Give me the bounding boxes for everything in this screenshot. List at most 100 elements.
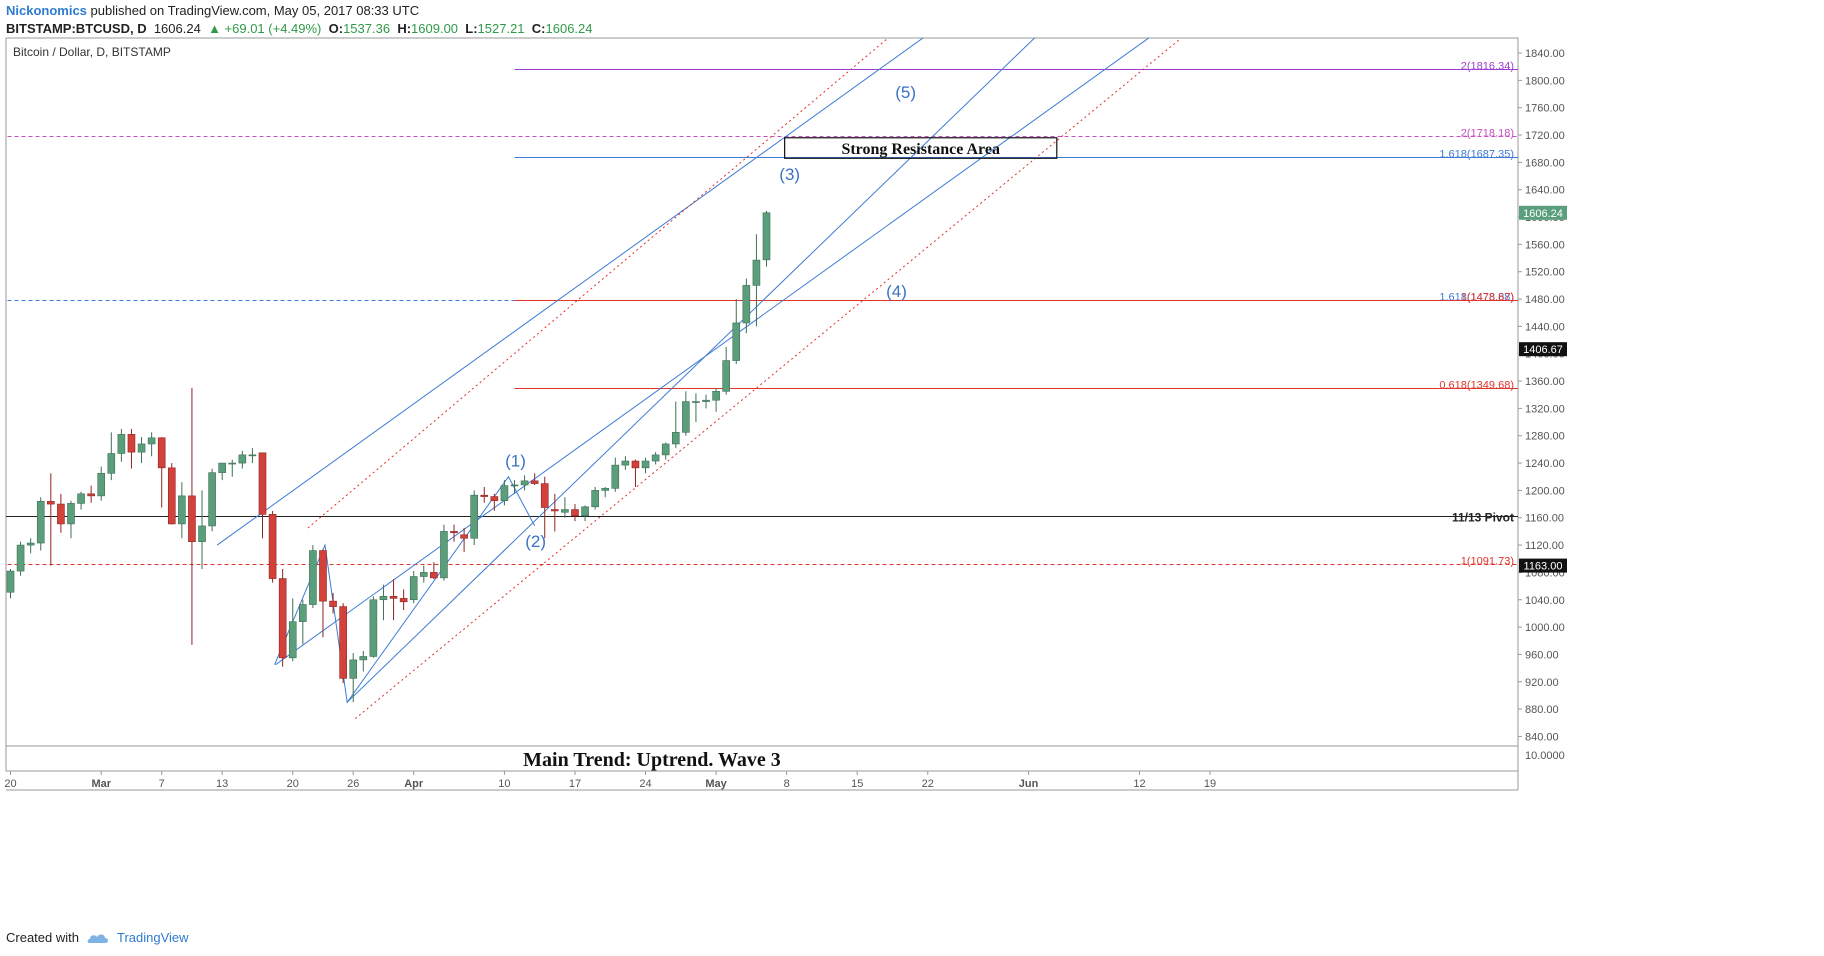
candle-up xyxy=(77,493,85,504)
ohlc-legend: BITSTAMP:BTCUSD, D 1606.24 ▲ +69.01 (+4.… xyxy=(6,21,593,36)
x-tick-label: 20 xyxy=(287,778,299,790)
candle-down xyxy=(57,503,65,525)
candle-up xyxy=(117,434,126,454)
candle-down xyxy=(480,494,489,497)
candle-up xyxy=(137,443,146,453)
y-tick-label: 960.00 xyxy=(1525,649,1559,661)
candle-up xyxy=(621,460,630,466)
candle-down xyxy=(571,509,579,516)
price-marker-box xyxy=(1519,558,1567,573)
candle-up xyxy=(762,212,771,261)
candle-up xyxy=(6,570,15,593)
level-label: 11/13 Pivot xyxy=(1452,511,1514,525)
candle-down xyxy=(631,460,640,469)
level-label: 1(1091.73) xyxy=(1461,556,1514,568)
y-tick-label: 1360.00 xyxy=(1525,376,1565,388)
candle-down xyxy=(399,598,408,603)
candle-up xyxy=(561,509,569,513)
symbol-label: BITSTAMP:BTCUSD, D xyxy=(6,21,147,36)
level-label: 1.618(1687.35) xyxy=(1439,149,1514,161)
candle-down xyxy=(329,600,337,607)
current-price-label: 1606.24 xyxy=(1523,208,1563,220)
candle-down xyxy=(389,596,398,599)
level-label: 1(1478.67) xyxy=(1461,292,1514,304)
y-tick-label: 1200.00 xyxy=(1525,485,1565,497)
candle-up xyxy=(611,464,620,489)
candle-up xyxy=(369,599,378,657)
close-label: C: xyxy=(531,21,546,36)
wave-label: (2) xyxy=(525,532,546,551)
candle-up xyxy=(742,285,751,324)
plot-frame xyxy=(5,37,1519,747)
candle-up xyxy=(299,604,307,622)
x-tick-label: 22 xyxy=(922,778,934,790)
candle-up xyxy=(379,596,388,601)
wave-connector xyxy=(274,475,536,704)
y-tick-label: 880.00 xyxy=(1525,704,1559,716)
low-value: 1527.21 xyxy=(477,21,525,36)
candle-up xyxy=(500,485,509,501)
candle-down xyxy=(188,495,196,542)
resistance-area-box xyxy=(784,137,1058,159)
candle-up xyxy=(26,542,35,546)
tradingview-link[interactable]: TradingView xyxy=(116,930,189,945)
candle-up xyxy=(641,460,650,469)
level-label: 2(1816.34) xyxy=(1461,61,1514,73)
candle-up xyxy=(36,501,45,544)
wave-label: (4) xyxy=(886,282,907,301)
x-tick-label: 24 xyxy=(639,778,651,790)
x-tick-label: Mar xyxy=(91,778,111,790)
chart-title: Bitcoin / Dollar, D, BITSTAMP xyxy=(13,45,171,59)
candle-up xyxy=(107,453,116,474)
x-tick-label: 26 xyxy=(347,778,359,790)
close-value: 1606.24 xyxy=(545,21,593,36)
y-tick-label: 1480.00 xyxy=(1525,294,1565,306)
candle-down xyxy=(430,572,438,579)
y-tick-label: 920.00 xyxy=(1525,677,1559,689)
wave-label: (1) xyxy=(505,451,526,470)
y-tick-label: 840.00 xyxy=(1525,731,1559,743)
x-tick-label: 17 xyxy=(569,778,581,790)
low-label: L: xyxy=(465,21,478,36)
resistance-area-label: Strong Resistance Area xyxy=(841,141,1000,158)
x-tick-label: Apr xyxy=(404,778,424,790)
y-tick-label: 1720.00 xyxy=(1525,130,1565,142)
candle-up xyxy=(702,399,710,402)
x-tick-label: 20 xyxy=(4,778,16,790)
tradingview-cloud-icon xyxy=(87,933,108,943)
candle-down xyxy=(278,578,287,659)
channel-line xyxy=(354,38,1183,720)
level-label: 2(1718.18) xyxy=(1461,128,1514,140)
candle-up xyxy=(349,659,358,679)
publish-text: published on TradingView.com, May 05, 20… xyxy=(86,3,420,18)
candle-up xyxy=(248,454,257,457)
candle-down xyxy=(319,550,327,602)
candle-up xyxy=(359,656,368,661)
y-tick-label: 1760.00 xyxy=(1525,103,1565,115)
y-tick-label-secondary: 10.0000 xyxy=(1525,750,1565,762)
y-tick-label: 1440.00 xyxy=(1525,321,1565,333)
price-marker-label: 1163.00 xyxy=(1524,561,1563,573)
candle-down xyxy=(530,480,539,484)
price-marker-label: 1406.67 xyxy=(1523,344,1563,356)
candle-up xyxy=(178,495,186,525)
candle-up xyxy=(651,454,660,462)
high-value: 1609.00 xyxy=(411,21,459,36)
x-tick-label: 7 xyxy=(159,778,165,790)
wave-label: (5) xyxy=(895,83,916,102)
y-tick-label: 1160.00 xyxy=(1525,513,1564,525)
candle-up xyxy=(470,494,478,539)
candle-up xyxy=(218,462,226,473)
channel-line xyxy=(275,38,1150,666)
publish-info: Nickonomics published on TradingView.com… xyxy=(6,3,419,18)
price-marker-box xyxy=(1519,342,1567,357)
candle-down xyxy=(551,509,559,512)
candle-up xyxy=(440,531,448,579)
candle-up xyxy=(661,443,670,456)
candle-down xyxy=(268,514,277,579)
author-link[interactable]: Nickonomics xyxy=(6,3,87,18)
price-change: ▲ +69.01 (+4.49%) xyxy=(208,21,322,36)
candle-up xyxy=(692,401,700,403)
candle-down xyxy=(167,467,176,525)
price-chart[interactable]: Bitcoin / Dollar, D, BITSTAMP 1840.00 1800… xyxy=(0,0,1824,930)
